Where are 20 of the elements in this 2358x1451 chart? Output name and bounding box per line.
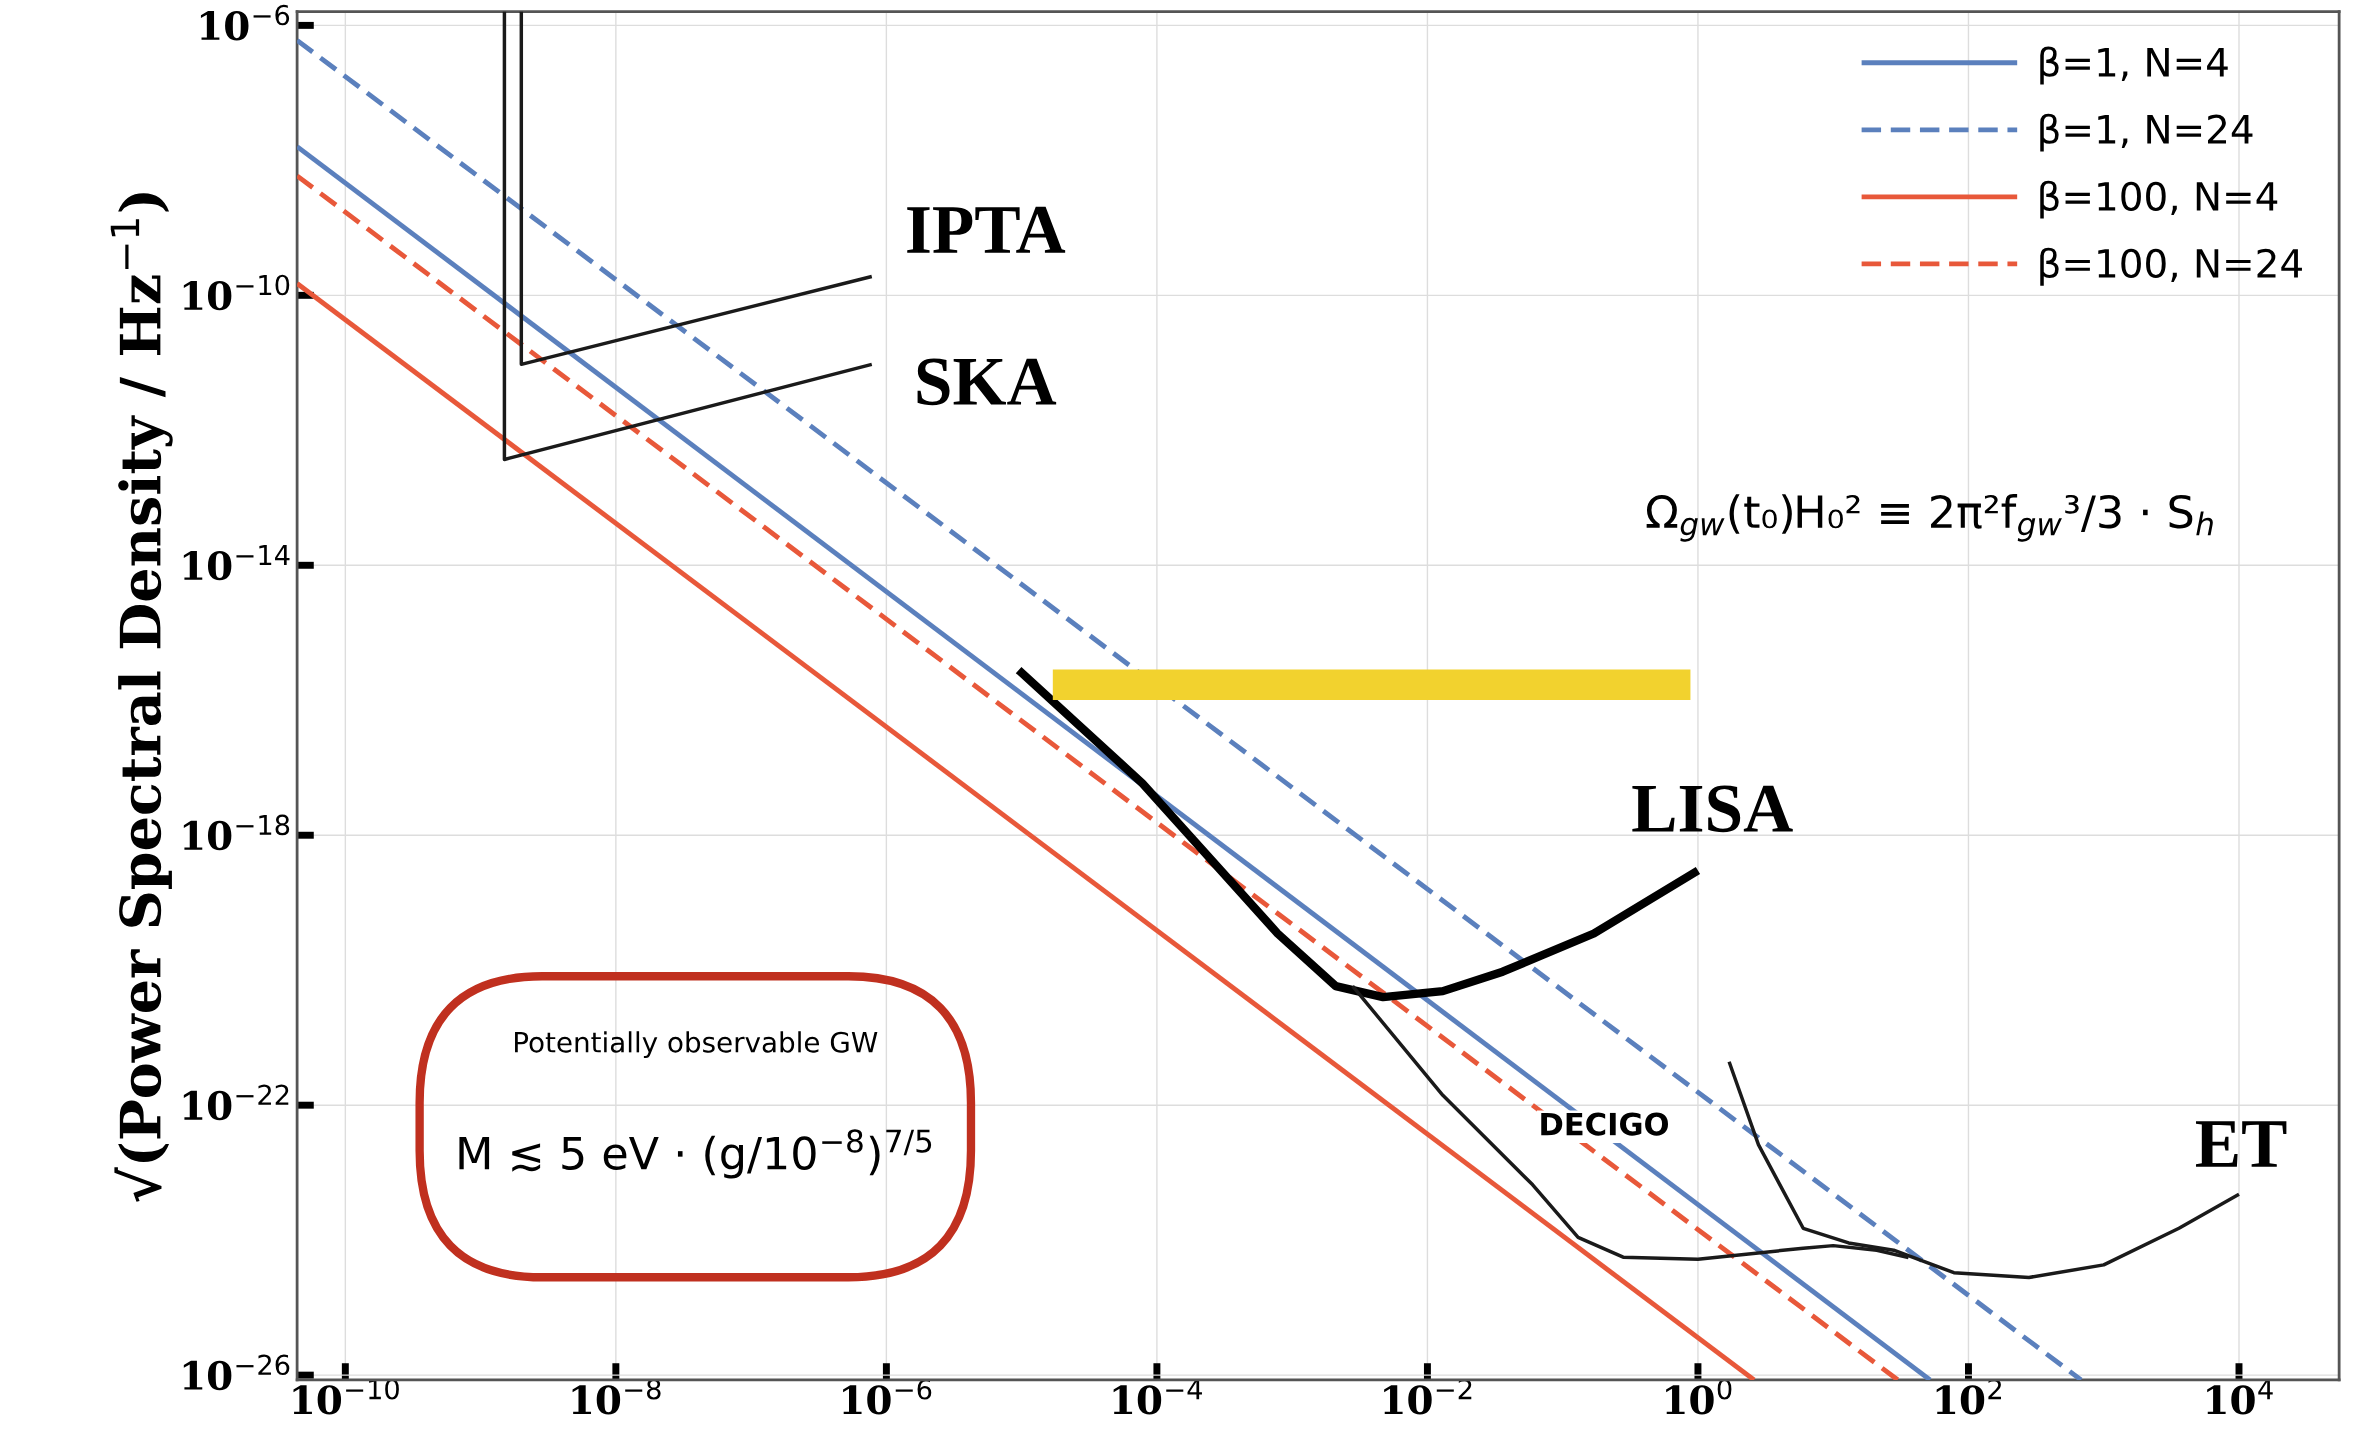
annotation: ET bbox=[2195, 1121, 2287, 1167]
annotation: M ≲ 5 eV · (g/10$^{−8}$)$^{7/5}$ bbox=[459, 1129, 932, 1179]
y-tick-label: 10$^{−22}$ bbox=[183, 1084, 289, 1121]
y-tick-label: 10$^{−6}$ bbox=[200, 4, 290, 41]
annotation: Ω$_{gw}$(t₀)H₀² ≡ 2π²f$_{gw}$³/3 · S$_{h}$ bbox=[1646, 494, 2213, 542]
y-tick-label: 10$^{−14}$ bbox=[183, 545, 290, 581]
legend-label: β=1, N=4 bbox=[2040, 46, 2228, 85]
legend-label: β=100, N=4 bbox=[2040, 180, 2278, 219]
annotation: IPTA bbox=[907, 206, 1066, 253]
legend-label: β=100, N=24 bbox=[2040, 247, 2302, 286]
x-tick-label: 10$^{−4}$ bbox=[1113, 1379, 1202, 1415]
y-axis-title: √(Power Spectral Density / Hz$^{−1}$) bbox=[110, 193, 173, 1202]
y-tick-label: 10$^{−18}$ bbox=[183, 814, 290, 851]
y-tick-label: 10$^{−10}$ bbox=[183, 274, 290, 311]
annotation: LISA bbox=[1632, 785, 1793, 833]
annotation: DECIGO bbox=[1541, 1112, 1669, 1136]
annotation: SKA bbox=[917, 358, 1057, 406]
annotation: Potentially observable GW bbox=[515, 1031, 878, 1059]
y-tick-label: 10$^{−26}$ bbox=[183, 1354, 290, 1391]
legend-label: β=1, N=24 bbox=[2040, 113, 2253, 152]
